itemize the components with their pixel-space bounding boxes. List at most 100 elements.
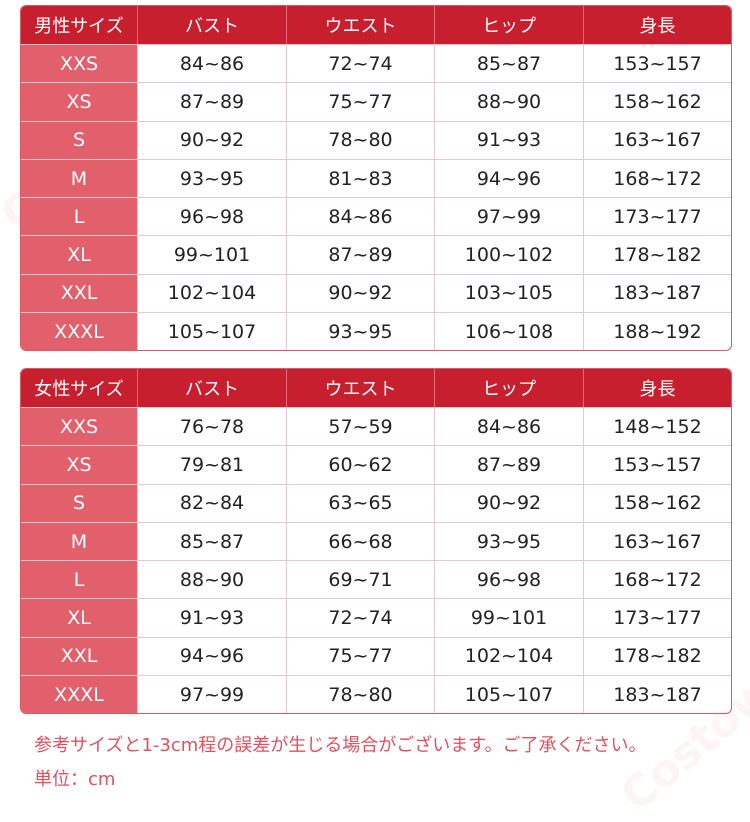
measurement-cell: 76~78 <box>137 408 286 446</box>
measurement-cell: 178~182 <box>583 236 731 274</box>
size-label-cell: XXS <box>21 45 137 83</box>
measurement-cell: 93~95 <box>434 522 583 561</box>
measurement-cell: 87~89 <box>286 236 434 274</box>
women-size-table: 女性サイズ バスト ウエスト ヒップ 身長 XXS 76~78 57~59 84~86 148~1… <box>20 368 732 715</box>
measurement-cell: 78~80 <box>286 676 434 714</box>
measurement-cell: 99~101 <box>434 599 583 637</box>
size-label-cell: XXXL <box>21 676 137 714</box>
measurement-cell: 57~59 <box>286 408 434 446</box>
measurement-cell: 85~87 <box>137 522 286 561</box>
measurement-cell: 183~187 <box>583 676 731 714</box>
measurement-cell: 60~62 <box>286 446 434 484</box>
column-header: バスト <box>137 6 286 44</box>
measurement-cell: 84~86 <box>286 198 434 236</box>
measurement-cell: 81~83 <box>286 159 434 198</box>
measurement-cell: 106~108 <box>434 313 583 351</box>
table-header-row: 男性サイズ バスト ウエスト ヒップ 身長 <box>21 6 731 44</box>
measurement-cell: 72~74 <box>286 599 434 637</box>
men-size-table: 男性サイズ バスト ウエスト ヒップ 身長 XXS 84~86 72~74 85~87 153~1… <box>20 5 732 352</box>
measurement-cell: 102~104 <box>434 637 583 676</box>
table-row: XXS 84~86 72~74 85~87 153~157 <box>21 44 731 83</box>
size-label-cell: S <box>21 484 137 522</box>
table-row: XXL 94~96 75~77 102~104 178~182 <box>21 636 731 676</box>
column-header: ヒップ <box>434 369 583 407</box>
size-label-cell: XXL <box>21 637 137 676</box>
measurement-cell: 90~92 <box>137 121 286 159</box>
measurement-cell: 72~74 <box>286 45 434 83</box>
measurement-cell: 105~107 <box>137 313 286 351</box>
table-row: XL 99~101 87~89 100~102 178~182 <box>21 235 731 274</box>
size-label-cell: XL <box>21 599 137 637</box>
measurement-cell: 148~152 <box>583 408 731 446</box>
table-row: XS 79~81 60~62 87~89 153~157 <box>21 445 731 484</box>
measurement-cell: 75~77 <box>286 83 434 121</box>
size-label-cell: XS <box>21 446 137 484</box>
measurement-cell: 188~192 <box>583 313 731 351</box>
size-label-cell: L <box>21 198 137 236</box>
measurement-cell: 163~167 <box>583 121 731 159</box>
table-header-row: 女性サイズ バスト ウエスト ヒップ 身長 <box>21 369 731 407</box>
column-header: ヒップ <box>434 6 583 44</box>
measurement-cell: 168~172 <box>583 561 731 599</box>
table-row: M 85~87 66~68 93~95 163~167 <box>21 521 731 561</box>
measurement-cell: 96~98 <box>137 198 286 236</box>
column-header: 身長 <box>583 6 731 44</box>
unit-note: 単位：cm <box>34 769 116 790</box>
table-row: M 93~95 81~83 94~96 168~172 <box>21 158 731 198</box>
measurement-cell: 99~101 <box>137 236 286 274</box>
measurement-cell: 66~68 <box>286 522 434 561</box>
measurement-cell: 173~177 <box>583 599 731 637</box>
measurement-cell: 85~87 <box>434 45 583 83</box>
measurement-cell: 90~92 <box>286 274 434 313</box>
table-row: XS 87~89 75~77 88~90 158~162 <box>21 82 731 121</box>
measurement-cell: 91~93 <box>137 599 286 637</box>
size-label-cell: XL <box>21 236 137 274</box>
size-label-cell: XXXL <box>21 313 137 351</box>
size-label-cell: S <box>21 121 137 159</box>
measurement-cell: 158~162 <box>583 484 731 522</box>
column-header: 女性サイズ <box>34 379 124 400</box>
table-row: S 90~92 78~80 91~93 163~167 <box>21 120 731 159</box>
size-label-cell: XXS <box>21 408 137 446</box>
column-header: バスト <box>137 369 286 407</box>
measurement-cell: 97~99 <box>434 198 583 236</box>
measurement-cell: 69~71 <box>286 561 434 599</box>
measurement-cell: 84~86 <box>137 45 286 83</box>
measurement-cell: 96~98 <box>434 561 583 599</box>
column-header: 身長 <box>583 369 731 407</box>
measurement-cell: 100~102 <box>434 236 583 274</box>
table-row: L 96~98 84~86 97~99 173~177 <box>21 197 731 236</box>
measurement-cell: 88~90 <box>434 83 583 121</box>
size-label-cell: L <box>21 561 137 599</box>
measurement-cell: 103~105 <box>434 274 583 313</box>
measurement-cell: 82~84 <box>137 484 286 522</box>
measurement-cell: 93~95 <box>286 313 434 351</box>
table-row: XL 91~93 72~74 99~101 173~177 <box>21 598 731 637</box>
measurement-cell: 173~177 <box>583 198 731 236</box>
measurement-cell: 75~77 <box>286 637 434 676</box>
column-header: ウエスト <box>286 6 434 44</box>
size-label-cell: M <box>21 522 137 561</box>
measurement-cell: 88~90 <box>137 561 286 599</box>
size-label-cell: M <box>21 159 137 198</box>
table-row: L 88~90 69~71 96~98 168~172 <box>21 560 731 599</box>
measurement-cell: 168~172 <box>583 159 731 198</box>
size-label-cell: XS <box>21 83 137 121</box>
measurement-cell: 105~107 <box>434 676 583 714</box>
measurement-cell: 90~92 <box>434 484 583 522</box>
measurement-cell: 163~167 <box>583 522 731 561</box>
measurement-cell: 79~81 <box>137 446 286 484</box>
measurement-cell: 153~157 <box>583 446 731 484</box>
table-row: S 82~84 63~65 90~92 158~162 <box>21 483 731 522</box>
measurement-cell: 94~96 <box>137 637 286 676</box>
measurement-cell: 78~80 <box>286 121 434 159</box>
measurement-cell: 158~162 <box>583 83 731 121</box>
table-row: XXXL 105~107 93~95 106~108 188~192 <box>21 312 731 351</box>
disclaimer-note: 参考サイズと1-3cm程の誤差が生じる場合がございます。ご了承ください。 <box>34 735 647 756</box>
measurement-cell: 102~104 <box>137 274 286 313</box>
measurement-cell: 97~99 <box>137 676 286 714</box>
measurement-cell: 84~86 <box>434 408 583 446</box>
size-label-cell: XXL <box>21 274 137 313</box>
column-header: ウエスト <box>286 369 434 407</box>
measurement-cell: 183~187 <box>583 274 731 313</box>
